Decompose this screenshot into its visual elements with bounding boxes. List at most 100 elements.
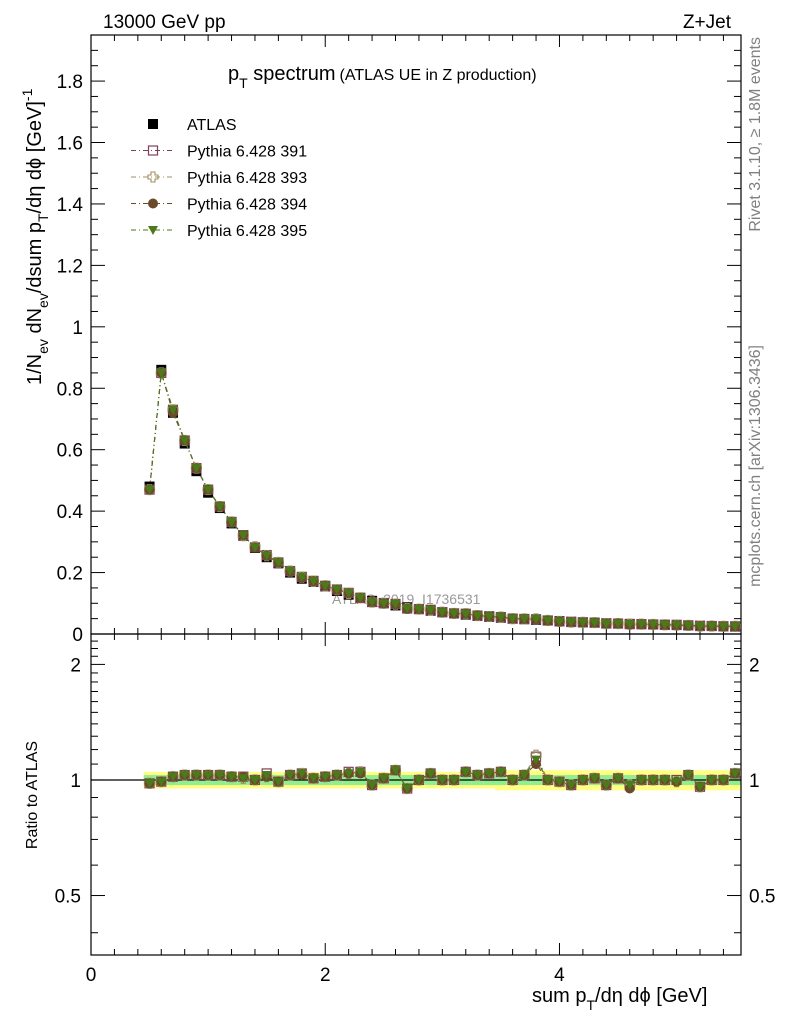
- ylabel-part-3: dN: [24, 308, 46, 339]
- data-point: [671, 621, 682, 631]
- ratio-data-point: [320, 772, 331, 782]
- data-point: [554, 617, 565, 627]
- data-point: [589, 618, 600, 628]
- ratio-panel-series: [144, 749, 741, 795]
- data-point: [343, 589, 354, 599]
- data-point: [472, 611, 483, 621]
- x-tick-label: 2: [320, 965, 331, 986]
- ratio-data-point: [577, 775, 588, 785]
- top-y-axis-label: 1/Nev dNev/dsum pT/dη dϕ [GeV]-1: [19, 88, 51, 385]
- legend-label: Pythia 6.428 391: [187, 144, 307, 161]
- ratio-data-point: [484, 769, 495, 779]
- ratio-data-point: [566, 781, 577, 791]
- ratio-y-tick-label-right: 2: [749, 655, 760, 676]
- ratio-data-point: [695, 782, 706, 792]
- ratio-data-point: [343, 769, 354, 779]
- legend-marker: [147, 145, 159, 156]
- data-point: [484, 612, 495, 622]
- ratio-data-point: [413, 775, 424, 785]
- y-tick-label: 0.2: [57, 564, 83, 585]
- ratio-data-point: [437, 775, 448, 785]
- ratio-data-point: [214, 771, 225, 781]
- data-point: [648, 620, 659, 630]
- ylabel-part-2: ev: [35, 339, 51, 354]
- legend-marker: [148, 198, 158, 209]
- ratio-data-point: [144, 779, 155, 789]
- top-panel-axes: 0 0.2 0.4 0.6 0.8 1 1.2 1.4 1.6 1.8: [57, 34, 742, 646]
- ratio-data-point: [659, 775, 670, 785]
- y-tick-label: 1.4: [57, 195, 84, 216]
- ratio-data-point: [226, 772, 237, 782]
- data-point: [331, 585, 342, 595]
- y-tick-label: 0.4: [57, 502, 84, 523]
- ratio-data-point: [308, 774, 319, 784]
- data-point: [542, 616, 553, 626]
- side-label-rivet: Rivet 3.1.10, ≥ 1.8M events: [747, 37, 764, 232]
- ratio-data-point: [472, 771, 483, 781]
- side-label-mcplots: mcplots.cern.ch [arXiv:1306.3436]: [747, 345, 764, 587]
- data-point: [285, 567, 296, 577]
- ylabel-part-5: /dsum p: [24, 222, 46, 293]
- ratio-data-point: [730, 769, 741, 779]
- data-point: [355, 593, 366, 603]
- data-point: [460, 609, 471, 619]
- data-point: [706, 622, 717, 632]
- ratio-y-tick-label-left: 1: [70, 771, 81, 792]
- ratio-data-point: [706, 775, 717, 785]
- x-tick-label: 4: [554, 965, 565, 986]
- legend-label: Pythia 6.428 394: [187, 197, 307, 214]
- bottom-panel-frame: [90, 633, 742, 956]
- data-point: [191, 464, 202, 474]
- y-tick-label: 1: [72, 318, 83, 339]
- data-point: [437, 608, 448, 618]
- header-left-label: 13000 GeV pp: [103, 12, 226, 33]
- ratio-data-point: [425, 769, 436, 779]
- data-point: [226, 518, 237, 528]
- data-point: [144, 485, 155, 495]
- series-line: [149, 372, 736, 627]
- y-tick-label: 1.2: [57, 256, 83, 277]
- ratio-data-point: [495, 767, 506, 777]
- ratio-data-point: [601, 781, 612, 791]
- data-point: [390, 599, 401, 609]
- header-right-label: Z+Jet: [683, 12, 732, 33]
- ratio-data-point: [355, 767, 366, 777]
- data-point: [167, 405, 178, 415]
- ratio-data-point: [589, 774, 600, 784]
- ratio-data-point: [261, 771, 272, 781]
- ratio-data-point: [402, 784, 413, 794]
- data-point: [495, 613, 506, 623]
- data-point: [238, 531, 249, 541]
- data-point: [624, 620, 635, 630]
- ylabel-part-1: 1/N: [24, 354, 46, 385]
- data-point: [296, 573, 307, 583]
- data-point: [308, 577, 319, 587]
- ylabel-part-6: T: [35, 213, 51, 222]
- series-line: [149, 372, 736, 627]
- series-line: [149, 372, 736, 627]
- ratio-data-point: [531, 755, 542, 765]
- legend-marker: [147, 171, 159, 183]
- ratio-data-point: [285, 771, 296, 781]
- data-point: [730, 622, 741, 632]
- data-point: [659, 620, 670, 630]
- data-point: [636, 620, 647, 630]
- xlabel-part-1: sum p: [532, 985, 586, 1007]
- ylabel-part-8: -1: [19, 88, 35, 101]
- title-extra: (ATLAS UE in Z production): [340, 67, 537, 84]
- title-p: p: [228, 63, 239, 85]
- ratio-data-point: [460, 767, 471, 777]
- data-point: [214, 502, 225, 512]
- ratio-data-point: [613, 774, 624, 784]
- data-point: [425, 606, 436, 616]
- ylabel-part-4: ev: [35, 293, 51, 308]
- ratio-data-point: [191, 771, 202, 781]
- y-tick-label: 1.6: [57, 134, 83, 155]
- ratio-data-point: [156, 777, 167, 787]
- ratio-y-tick-label-right: 1: [749, 771, 760, 792]
- data-point: [507, 614, 518, 624]
- y-tick-label: 0.6: [57, 441, 83, 462]
- legend-label: ATLAS: [187, 117, 237, 134]
- ratio-data-point: [507, 775, 518, 785]
